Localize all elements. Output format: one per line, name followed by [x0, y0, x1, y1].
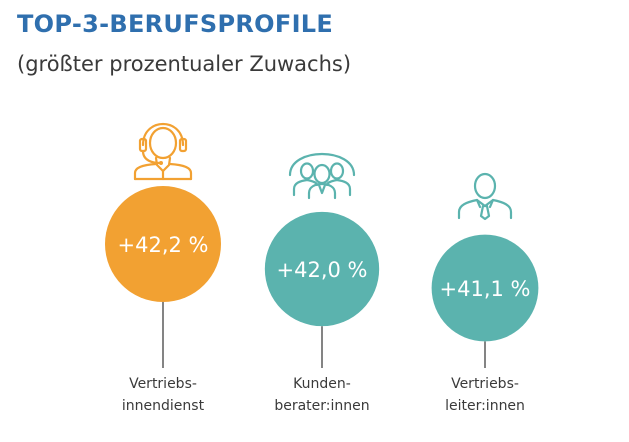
value-bubble [431, 234, 539, 342]
chart-subtitle: (größter prozentualer Zuwachs) [17, 52, 352, 76]
customer-group-icon [288, 153, 356, 200]
category-label: Vertriebs- [451, 376, 519, 392]
category-label: innendienst [122, 398, 205, 414]
category-label: leiter:innen [445, 398, 525, 414]
value-label: +41,1 % [440, 277, 531, 301]
headset-agent-icon [133, 122, 193, 181]
value-bubble [264, 211, 380, 327]
value-bubble [105, 186, 221, 302]
category-label: Vertriebs- [129, 376, 197, 392]
manager-tie-icon [457, 172, 513, 221]
value-label: +42,2 % [118, 233, 209, 257]
category-label: berater:innen [274, 398, 369, 414]
category-label: Kunden- [293, 376, 351, 392]
value-label: +42,0 % [277, 258, 368, 282]
chart-title: TOP-3-BERUFSPROFILE [17, 10, 334, 38]
